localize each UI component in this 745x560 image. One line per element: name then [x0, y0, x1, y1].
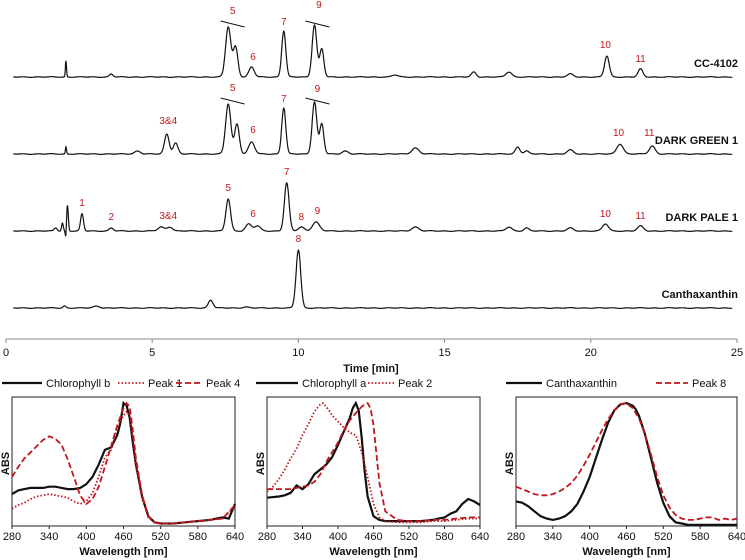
legend-label: Peak 4 [206, 378, 240, 390]
peak-label: 6 [250, 52, 256, 63]
x-tick-label: 400 [77, 531, 95, 543]
x-tick-label: 520 [151, 531, 169, 543]
peak-label: 7 [281, 17, 287, 28]
plot-frame [11, 396, 236, 527]
spectrum-line-peak-2b [267, 401, 480, 522]
clip-mark [305, 97, 330, 105]
spectrum-line-peak-2 [266, 401, 480, 524]
x-tick-label: 580 [435, 531, 453, 543]
clip-mark [220, 20, 245, 28]
peak-label: 10 [600, 209, 612, 220]
peak-label: 11 [635, 211, 646, 222]
peak-label: 11 [644, 128, 655, 139]
peak-label: 5 [230, 6, 236, 17]
spectrum-panel-1: 280 340 400 460 520 580 640 Wavelength [nm] ABS C… [255, 378, 489, 558]
x-axis-title: Wavelength [nm] [79, 546, 168, 558]
peak-label: 9 [315, 206, 321, 217]
spectrum-line-peak-1 [11, 410, 236, 525]
x-tick-label: 5 [149, 347, 155, 359]
y-axis-title: ABS [0, 452, 12, 475]
chromatogram-trace-0 [13, 23, 733, 78]
peak-label: 6 [250, 209, 256, 220]
spectrum-panel-2: 280 340 400 460 520 580 640 Wavelength [nm] ABS C… [504, 378, 745, 558]
x-tick-label: 10 [292, 347, 304, 359]
x-tick-label: 25 [731, 347, 743, 359]
chromatogram-trace-2 [13, 181, 733, 237]
x-tick-label: 640 [226, 531, 244, 543]
peak-label: 10 [600, 40, 612, 51]
peak-label: 10 [613, 128, 625, 139]
spectrum-line-canthaxanthin [515, 401, 737, 526]
y-axis-title: ABS [255, 452, 267, 475]
x-tick-label: 400 [580, 531, 598, 543]
peak-label: 8 [299, 212, 305, 223]
peak-label: 5 [225, 183, 231, 194]
peak-label: 9 [315, 84, 321, 95]
spectra-panels: 280 340 400 460 520 580 640 Wavelength [nm] ABS C… [0, 378, 745, 558]
x-tick-label: 280 [3, 531, 21, 543]
x-tick-label: 580 [691, 531, 709, 543]
legend-label: Peak 8 [692, 378, 726, 390]
plot-frame [266, 396, 481, 527]
x-tick-label: 0 [3, 347, 9, 359]
peak-label: 8 [296, 234, 302, 245]
x-tick-label: 520 [654, 531, 672, 543]
peak-label: 1 [79, 198, 85, 209]
spectrum-line-chlorophyll-b [11, 401, 237, 525]
peak-label: 9 [316, 0, 322, 11]
peak-label: 6 [250, 125, 256, 136]
legend-label: Chlorophyll b [46, 378, 110, 390]
spectrum-line-peak-4 [11, 401, 236, 525]
y-axis-title: ABS [504, 452, 516, 475]
spectrum-line-peak-8 [515, 402, 738, 521]
trace-name-label: DARK GREEN 1 [655, 135, 738, 147]
spectrum-panel-0: 280 340 400 460 520 580 640 Wavelength [nm] ABS C… [0, 378, 244, 558]
x-tick-label: 15 [438, 347, 450, 359]
x-tick-label: 460 [617, 531, 635, 543]
x-axis-title: Wavelength [nm] [329, 546, 418, 558]
x-tick-label: 340 [40, 531, 58, 543]
chromatogram-trace-1 [13, 100, 733, 155]
legend-label: Chlorophyll a [302, 378, 367, 390]
peak-label: 11 [635, 54, 646, 65]
clip-mark [220, 97, 245, 105]
legend-label: Canthaxanthin [546, 378, 617, 390]
legend-label: Peak 2 [398, 378, 432, 390]
peak-label: 7 [281, 94, 287, 105]
trace-name-label: CC-4102 [694, 58, 738, 70]
x-tick-label: 400 [329, 531, 347, 543]
legend-label: Peak 1 [148, 378, 182, 390]
x-tick-label: 580 [189, 531, 207, 543]
peak-label: 2 [108, 212, 114, 223]
x-axis-title: Wavelength [nm] [582, 546, 671, 558]
x-tick-label: 460 [364, 531, 382, 543]
peak-label: 7 [284, 167, 290, 178]
x-tick-label: 520 [400, 531, 418, 543]
chromatogram-trace-3 [13, 248, 733, 309]
peak-label: 3&4 [159, 116, 177, 127]
peak-label: 3&4 [159, 211, 177, 222]
plot-frame [515, 396, 738, 527]
x-tick-label: 640 [728, 531, 745, 543]
trace-name-label: Canthaxanthin [662, 289, 739, 301]
x-tick-label: 640 [471, 531, 489, 543]
x-tick-label: 340 [544, 531, 562, 543]
x-tick-label: 280 [258, 531, 276, 543]
x-tick-label: 280 [507, 531, 525, 543]
x-axis-title: Time [min] [343, 363, 399, 375]
clip-mark [305, 20, 330, 28]
x-tick-label: 460 [114, 531, 132, 543]
x-tick-label: 340 [293, 531, 311, 543]
trace-name-label: DARK PALE 1 [665, 212, 738, 224]
peak-label: 5 [230, 83, 236, 94]
x-tick-label: 20 [585, 347, 597, 359]
